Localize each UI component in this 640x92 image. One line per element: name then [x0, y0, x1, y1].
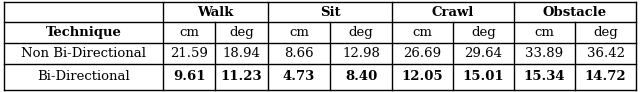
- Text: 12.05: 12.05: [402, 70, 444, 84]
- Text: cm: cm: [289, 26, 309, 39]
- Text: Crawl: Crawl: [432, 6, 474, 18]
- Text: 8.40: 8.40: [345, 70, 377, 84]
- Text: 15.01: 15.01: [463, 70, 504, 84]
- Text: 21.59: 21.59: [170, 47, 208, 60]
- Text: 33.89: 33.89: [525, 47, 564, 60]
- Text: 26.69: 26.69: [403, 47, 442, 60]
- Text: 12.98: 12.98: [342, 47, 380, 60]
- Text: 36.42: 36.42: [586, 47, 625, 60]
- Text: 8.66: 8.66: [284, 47, 314, 60]
- Text: deg: deg: [229, 26, 254, 39]
- Text: Walk: Walk: [197, 6, 234, 18]
- Text: 9.61: 9.61: [173, 70, 205, 84]
- Text: 11.23: 11.23: [221, 70, 262, 84]
- Text: 4.73: 4.73: [283, 70, 315, 84]
- Text: Non Bi-Directional: Non Bi-Directional: [21, 47, 146, 60]
- Text: cm: cm: [534, 26, 554, 39]
- Text: deg: deg: [349, 26, 373, 39]
- Text: cm: cm: [413, 26, 433, 39]
- Text: deg: deg: [593, 26, 618, 39]
- Text: Obstacle: Obstacle: [543, 6, 607, 18]
- Text: deg: deg: [471, 26, 496, 39]
- Text: cm: cm: [179, 26, 199, 39]
- Text: 18.94: 18.94: [223, 47, 260, 60]
- Text: 14.72: 14.72: [585, 70, 627, 84]
- Text: Sit: Sit: [320, 6, 340, 18]
- Text: 15.34: 15.34: [524, 70, 565, 84]
- Text: 29.64: 29.64: [465, 47, 502, 60]
- Text: Technique: Technique: [45, 26, 122, 39]
- Text: Bi-Directional: Bi-Directional: [37, 70, 130, 84]
